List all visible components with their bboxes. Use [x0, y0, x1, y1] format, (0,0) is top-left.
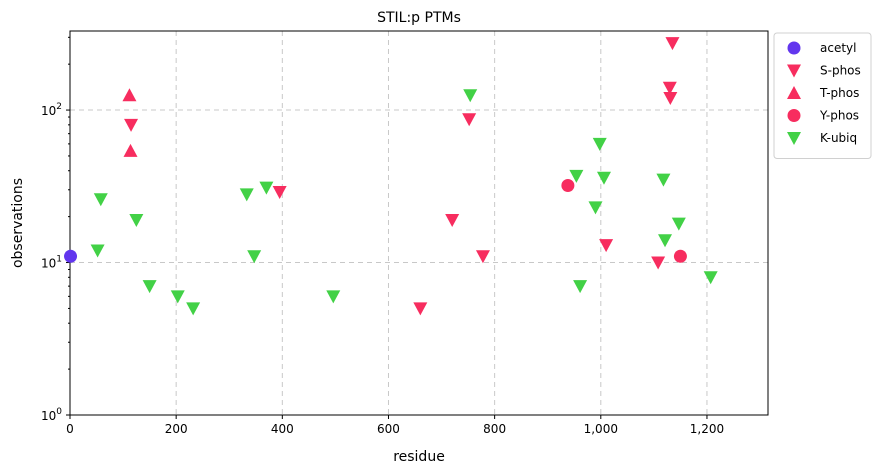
- data-point-s-phos: [663, 91, 678, 105]
- legend-marker: [787, 41, 801, 55]
- data-point-s-phos: [662, 81, 677, 95]
- legend-label: acetyl: [820, 41, 856, 55]
- legend-label: Y-phos: [819, 109, 859, 123]
- legend-box: [773, 32, 872, 159]
- legend-label: T-phos: [819, 86, 859, 100]
- data-point-k-ubiq: [259, 181, 274, 195]
- data-point-t-phos: [122, 88, 137, 102]
- data-point-s-phos: [124, 118, 139, 132]
- grid: [70, 31, 768, 415]
- data-point-k-ubiq: [671, 217, 686, 231]
- x-tick-label: 200: [165, 422, 188, 436]
- y-tick-label: 100: [41, 407, 62, 423]
- legend-label: S-phos: [820, 64, 861, 78]
- data-point-k-ubiq: [703, 271, 718, 285]
- legend-marker: [787, 132, 801, 145]
- data-point-y-phos: [561, 179, 575, 193]
- plot-area-frame: [69, 30, 769, 416]
- data-point-s-phos: [665, 37, 680, 51]
- data-point-k-ubiq: [596, 171, 611, 185]
- x-tick-label: 1,000: [584, 422, 618, 436]
- data-point-s-phos: [445, 214, 460, 228]
- data-point-k-ubiq: [656, 173, 671, 187]
- y-axis-label: observations: [10, 178, 26, 268]
- chart-title: STIL:p PTMs: [377, 10, 461, 26]
- x-tick-label: 600: [377, 422, 400, 436]
- legend-label: K-ubiq: [820, 131, 857, 145]
- data-point-s-phos: [651, 256, 666, 270]
- data-points: [64, 37, 718, 316]
- y-tick-label: 102: [41, 102, 62, 118]
- data-point-k-ubiq: [573, 280, 588, 294]
- legend-marker: [787, 64, 801, 78]
- data-point-k-ubiq: [247, 250, 262, 264]
- x-tick-label: 1,200: [690, 422, 724, 436]
- data-point-y-phos: [673, 249, 687, 263]
- data-point-k-ubiq: [129, 214, 144, 228]
- data-point-k-ubiq: [326, 290, 341, 304]
- data-point-k-ubiq: [569, 169, 584, 183]
- data-point-k-ubiq: [90, 244, 105, 258]
- legend: acetyl S-phos T-phos Y-phos K-ubiq: [773, 32, 872, 159]
- data-point-acetyl: [64, 249, 78, 263]
- y-tick-label: 101: [41, 255, 62, 271]
- data-point-s-phos: [462, 113, 477, 127]
- data-point-s-phos: [272, 186, 287, 200]
- data-point-s-phos: [599, 239, 614, 253]
- data-point-k-ubiq: [658, 234, 673, 248]
- data-point-s-phos: [475, 250, 490, 264]
- data-point-k-ubiq: [93, 193, 108, 207]
- x-tick-label: 0: [66, 422, 74, 436]
- data-point-k-ubiq: [239, 188, 254, 202]
- x-axis-label: residue: [393, 449, 445, 465]
- data-point-s-phos: [413, 302, 428, 316]
- x-tick-label: 800: [483, 422, 506, 436]
- x-tick-label: 400: [271, 422, 294, 436]
- data-point-k-ubiq: [592, 137, 607, 151]
- axis-ticks: 0 200 400 600 800 1,000 1,200 100 101 102: [41, 36, 724, 436]
- data-point-t-phos: [123, 143, 138, 157]
- legend-marker: [787, 86, 801, 99]
- data-point-k-ubiq: [588, 201, 603, 215]
- data-point-k-ubiq: [170, 290, 185, 304]
- legend-marker: [787, 109, 801, 122]
- data-point-k-ubiq: [142, 280, 157, 294]
- data-point-k-ubiq: [463, 89, 478, 103]
- data-point-k-ubiq: [186, 302, 201, 316]
